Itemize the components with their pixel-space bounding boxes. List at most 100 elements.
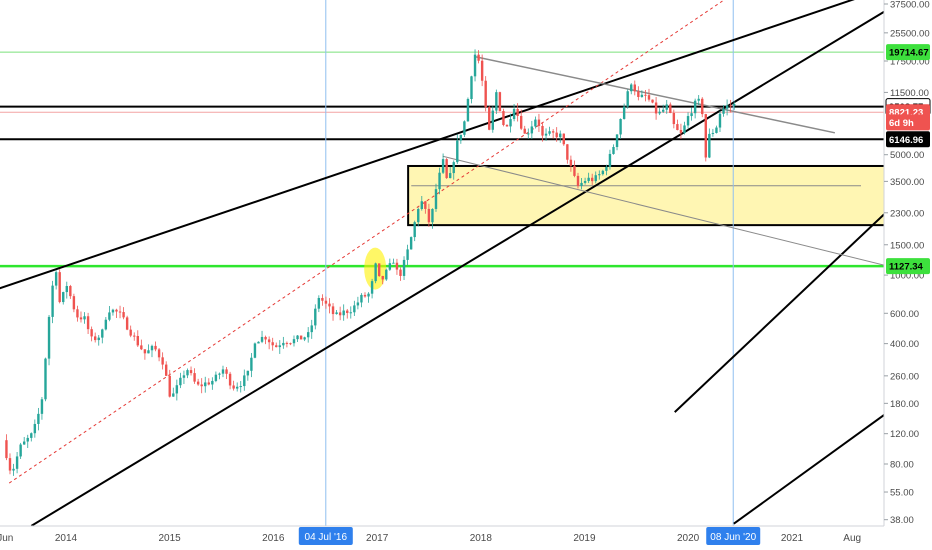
candle-body [69, 286, 72, 297]
candle-body [299, 335, 303, 340]
trendline-channel-upper [0, 0, 855, 290]
candle-body [559, 133, 562, 138]
candle-body [40, 399, 44, 414]
candle-body [15, 456, 19, 469]
candle-body [420, 201, 423, 210]
candle-body [243, 375, 246, 387]
price-label-bg [886, 131, 930, 148]
candle-body [715, 127, 718, 133]
candle-body [154, 345, 157, 350]
y-tick-label: 260.00 [890, 371, 919, 382]
candle-body [385, 269, 388, 280]
candle-body [228, 373, 232, 386]
candle-body [363, 294, 367, 297]
candle-body [250, 357, 253, 371]
vertical-markers [325, 0, 734, 526]
candle-body [338, 312, 342, 316]
candle-body [321, 297, 324, 301]
candle-body [388, 263, 392, 270]
candle-body [179, 377, 182, 386]
candle-body [93, 336, 97, 341]
candle-body [19, 444, 22, 457]
candle-body [33, 423, 37, 434]
candle-body [83, 316, 86, 320]
candle-body [204, 382, 207, 387]
candle-body [257, 341, 260, 344]
candle-body [732, 104, 736, 106]
y-tick-label: 80.00 [890, 460, 914, 471]
candle-body [90, 329, 93, 337]
candle-body [647, 95, 651, 100]
y-tick-label: 600.00 [890, 309, 919, 320]
candle-body [573, 165, 576, 176]
candle-body [225, 369, 228, 374]
candle-body [161, 357, 164, 365]
candle-body [51, 285, 54, 317]
candle-body [157, 349, 161, 358]
candle-body [12, 468, 15, 471]
candle-body [491, 110, 494, 130]
candle-body [672, 112, 676, 125]
candle-body [551, 131, 555, 133]
candle-body [697, 98, 700, 101]
trendline-midline-dashed [8, 0, 723, 484]
price-label: 6d 9h [889, 118, 914, 129]
candle-body [580, 182, 583, 186]
candle-body [661, 109, 665, 112]
candle-body [576, 175, 580, 186]
candle-body [260, 336, 264, 342]
candle-body [569, 159, 573, 166]
price-label: 6146.96 [889, 135, 923, 146]
candle-body [651, 99, 654, 103]
candle-body [381, 275, 384, 280]
candle-body [555, 132, 558, 138]
candle-body [473, 54, 477, 77]
candle-body [509, 119, 512, 127]
y-tick-label: 2300.00 [890, 208, 924, 219]
candle-body [590, 177, 594, 182]
candle-body [44, 358, 47, 400]
candle-body [282, 342, 285, 346]
candle-body [594, 175, 597, 182]
candle-body [530, 126, 534, 134]
candle-body [30, 433, 33, 438]
candle-body [104, 319, 108, 330]
candle-body [729, 105, 732, 107]
candle-body [686, 116, 690, 126]
candle-body [718, 113, 722, 128]
x-tick-label: Aug [843, 533, 861, 544]
candle-body [484, 80, 487, 108]
price-label: 8821.23 [889, 108, 923, 119]
candle-body [200, 384, 203, 387]
candle-body [630, 84, 633, 92]
candle-body [54, 272, 58, 286]
candle-body [470, 76, 473, 100]
candle-body [544, 133, 548, 136]
candle-body [605, 166, 608, 171]
candle-body [519, 115, 523, 129]
candlesticks [5, 49, 736, 476]
candle-body [725, 105, 729, 109]
candle-body [214, 374, 218, 381]
candle-body [708, 133, 711, 158]
candle-body [175, 385, 179, 394]
candle-body [448, 173, 452, 179]
candle-body [207, 382, 210, 385]
candle-body [527, 133, 530, 135]
price-label: 19714.67 [889, 48, 929, 59]
candle-body [534, 119, 537, 127]
candle-body [182, 375, 186, 378]
candle-body [399, 269, 402, 276]
candle-body [665, 104, 668, 110]
candle-body [566, 144, 569, 160]
candle-body [303, 337, 306, 340]
candle-body [523, 128, 526, 134]
candle-body [108, 312, 111, 320]
candle-body [5, 440, 8, 459]
candle-body [612, 147, 615, 154]
y-tick-label: 38.00 [890, 515, 914, 526]
candle-body [626, 91, 629, 107]
candle-body [246, 370, 250, 376]
candle-body [409, 237, 413, 250]
